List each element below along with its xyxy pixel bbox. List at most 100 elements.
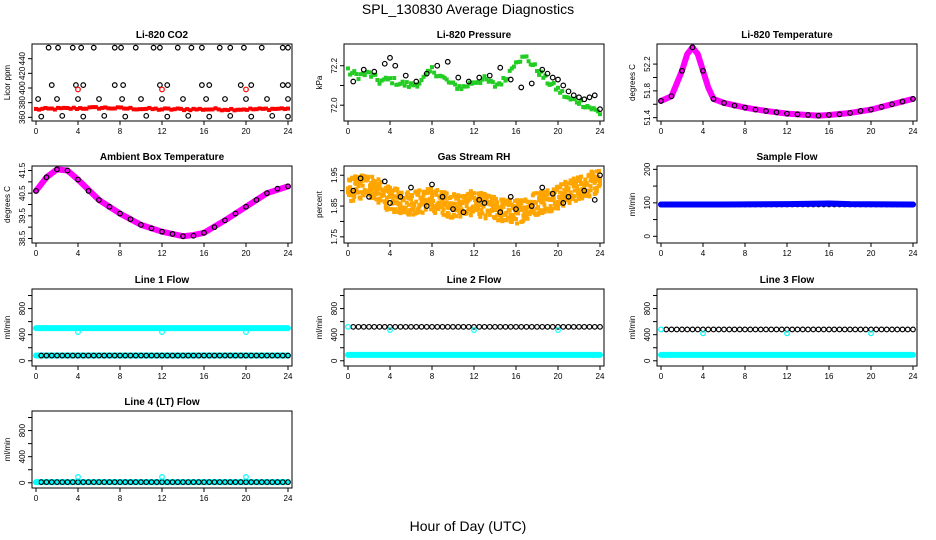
- temp-x-tick-label: 4: [701, 127, 706, 136]
- pressure-data-point: [532, 62, 537, 67]
- rh-data-point: [463, 198, 468, 203]
- co2-data-point: [216, 44, 223, 51]
- line4-data-point: [185, 479, 192, 486]
- rh-data-point: [455, 204, 460, 209]
- pressure-data-point: [555, 76, 561, 83]
- rh-data-point: [398, 201, 403, 206]
- ambient-x-tick-label: 8: [118, 249, 123, 258]
- pressure-data-point: [400, 79, 405, 84]
- temp-y-axis-label: degrees C: [628, 64, 637, 101]
- line3-y-tick-label: 400: [643, 327, 652, 341]
- co2-data-point: [223, 107, 227, 112]
- rh-data-point: [382, 188, 387, 193]
- line2-x-tick-label: 4: [388, 372, 393, 381]
- rh-data-point: [581, 187, 588, 194]
- co2-data-point: [276, 106, 281, 111]
- rh-data-point: [358, 190, 363, 195]
- rh-data-point: [440, 195, 445, 200]
- co2-data-point: [243, 86, 249, 93]
- line3-data-point: [778, 326, 785, 333]
- line3-data-point: [726, 326, 733, 333]
- rh-data-point: [594, 189, 599, 194]
- rh-data-point: [376, 200, 381, 205]
- line1-data-point: [274, 352, 281, 359]
- pressure-data-point: [565, 88, 572, 95]
- pressure-data-point: [499, 82, 504, 87]
- co2-data-point: [119, 96, 125, 102]
- line3-data-point: [684, 326, 691, 333]
- line4-data-point: [101, 479, 108, 486]
- line1-data-point: [159, 352, 165, 359]
- line1-data-point: [237, 352, 244, 359]
- pressure-data-point: [553, 87, 558, 92]
- pressure-data-point: [507, 76, 514, 83]
- ambient-x-tick-label: 16: [200, 249, 209, 258]
- co2-data-point: [185, 107, 190, 112]
- pressure-data-point: [423, 70, 430, 77]
- pressure-panel-title: Li-820 Pressure: [437, 30, 512, 41]
- co2-data-point: [227, 44, 234, 51]
- temp-y-tick-label: 51.4: [643, 109, 652, 125]
- co2-data-point: [286, 106, 290, 111]
- pressure-data-point: [484, 77, 489, 82]
- rh-panel-title: Gas Stream RH: [438, 152, 511, 163]
- pressure-data-point: [354, 72, 359, 77]
- sampleflow-x-tick-label: 20: [867, 249, 876, 258]
- co2-data-point: [248, 113, 255, 120]
- rh-data-point: [513, 206, 519, 213]
- rh-data-point: [512, 199, 517, 204]
- rh-data-point: [539, 200, 544, 205]
- rh-data-point: [410, 201, 415, 206]
- pressure-data-point: [402, 72, 409, 79]
- pressure-data-point: [581, 104, 586, 109]
- line3-data-point: [789, 326, 796, 333]
- line2-data-point: [570, 323, 577, 330]
- co2-data-point: [115, 105, 120, 110]
- rh-data-point: [575, 175, 580, 180]
- line2-data-point: [471, 327, 477, 334]
- sampleflow-x-tick-label: 8: [743, 249, 748, 258]
- rh-data-point: [425, 190, 430, 195]
- line2-data-point: [376, 323, 383, 330]
- rh-data-point: [514, 210, 518, 215]
- co2-data-point: [267, 108, 272, 113]
- rh-data-point: [354, 186, 359, 191]
- line3-data-point: [673, 326, 680, 333]
- line1-x-tick-label: 20: [242, 372, 251, 381]
- ambient-data-point: [232, 210, 239, 217]
- rh-data-point: [399, 205, 404, 210]
- rh-data-point: [459, 194, 464, 199]
- rh-data-point: [568, 190, 573, 195]
- line2-data-point: [581, 323, 588, 330]
- line3-data-point: [889, 326, 895, 333]
- co2-data-point: [156, 44, 163, 51]
- line2-y-tick-label: 0: [330, 358, 339, 363]
- rh-data-point: [391, 199, 396, 204]
- ambient-y-tick-label: 39.5: [18, 207, 27, 223]
- co2-data-point: [213, 106, 218, 111]
- rh-data-point: [578, 194, 583, 199]
- pressure-data-point: [446, 80, 451, 85]
- line3-data-point: [894, 326, 901, 333]
- rh-data-point: [523, 197, 528, 202]
- line1-data-point: [43, 352, 50, 359]
- pressure-data-point: [579, 98, 584, 103]
- line3-x-tick-label: 24: [909, 372, 918, 381]
- rh-data-point: [567, 200, 572, 205]
- rh-data-point: [598, 182, 602, 187]
- rh-data-point: [427, 196, 432, 201]
- rh-data-point: [583, 177, 588, 182]
- rh-data-point: [350, 187, 357, 194]
- line4-y-tick-label: 400: [18, 449, 27, 463]
- line3-x-tick-label: 0: [659, 372, 664, 381]
- line4-data-point: [153, 479, 160, 486]
- line2-data-point: [497, 323, 504, 330]
- line2-y-tick-label: 400: [330, 327, 339, 341]
- line4-data-point: [54, 479, 60, 486]
- pressure-data-point: [474, 80, 479, 85]
- rh-data-point: [506, 202, 511, 207]
- rh-x-tick-label: 12: [470, 249, 479, 258]
- rh-data-point: [493, 207, 497, 212]
- co2-data-point: [182, 108, 187, 113]
- rh-data-point: [542, 209, 547, 214]
